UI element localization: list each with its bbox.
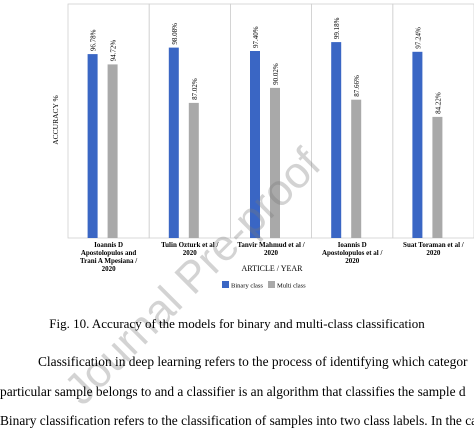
bar-multi-2 xyxy=(188,102,199,239)
category-label: Apostolopulos and xyxy=(81,249,137,257)
paragraph-line-2: particular sample belongs to and a class… xyxy=(0,384,466,399)
category-label: Ioannis D xyxy=(94,241,123,249)
y-axis-label: ACCURACY % xyxy=(51,95,60,145)
bar-binary-5 xyxy=(412,51,423,238)
category-label: 2020 xyxy=(183,249,198,257)
paragraph-line-1: Classification in deep learning refers t… xyxy=(38,354,468,369)
category-label: Tulin Ozturk et al / xyxy=(161,241,219,249)
bar-value-label: 97.24% xyxy=(414,27,422,49)
category-label: 2020 xyxy=(426,249,441,257)
bar-multi-4 xyxy=(351,99,362,238)
legend: Binary class Multi class xyxy=(222,281,306,290)
category-label: 2020 xyxy=(102,265,117,273)
category-label: Suat Toraman et al / xyxy=(403,241,465,249)
bar-value-label: 87.66% xyxy=(353,75,361,97)
bar-multi-1 xyxy=(107,64,118,239)
bar-value-label: 97.40% xyxy=(252,26,260,48)
legend-label-binary: Binary class xyxy=(231,283,263,290)
paragraph-line-3: Binary classification refers to the clas… xyxy=(0,413,474,428)
bar-value-label: 98.08% xyxy=(171,23,179,45)
accuracy-bar-chart: 96.78% 94.72% 98.08% 87.02% 97.40% 90.02% 99.1… xyxy=(51,3,474,290)
category-label: 2020 xyxy=(345,257,360,265)
bar-value-label: 94.72% xyxy=(110,40,118,62)
bar-binary-3 xyxy=(250,51,260,238)
bar-value-label: 87.02% xyxy=(191,78,199,100)
category-label: Tanvir Mahmud et al / xyxy=(237,241,305,249)
bar-binary-2 xyxy=(168,47,179,238)
category-label: 2020 xyxy=(264,249,279,257)
legend-swatch-binary xyxy=(222,281,229,288)
bars xyxy=(87,42,443,239)
bar-binary-4 xyxy=(331,42,342,238)
category-label: Trani A Mpesiana / xyxy=(80,257,138,265)
category-label: Apostolopulos et al / xyxy=(322,249,384,257)
figure-caption: Fig. 10. Accuracy of the models for bina… xyxy=(49,316,425,331)
bar-value-labels: 96.78% 94.72% 98.08% 87.02% 97.40% 90.02% 99.1… xyxy=(90,17,443,114)
category-label: Ioannis D xyxy=(338,241,367,249)
bar-multi-3 xyxy=(270,87,280,239)
bar-value-label: 96.78% xyxy=(90,29,98,51)
bar-value-label: 99.18% xyxy=(333,17,341,39)
bar-multi-5 xyxy=(432,116,443,238)
bar-value-label: 84.22% xyxy=(434,92,442,114)
legend-swatch-multi xyxy=(268,281,275,288)
legend-label-multi: Multi class xyxy=(277,283,306,290)
bar-value-label: 90.02% xyxy=(272,63,280,85)
bar-binary-1 xyxy=(87,54,98,238)
x-axis-label: ARTICLE / YEAR xyxy=(242,264,304,273)
